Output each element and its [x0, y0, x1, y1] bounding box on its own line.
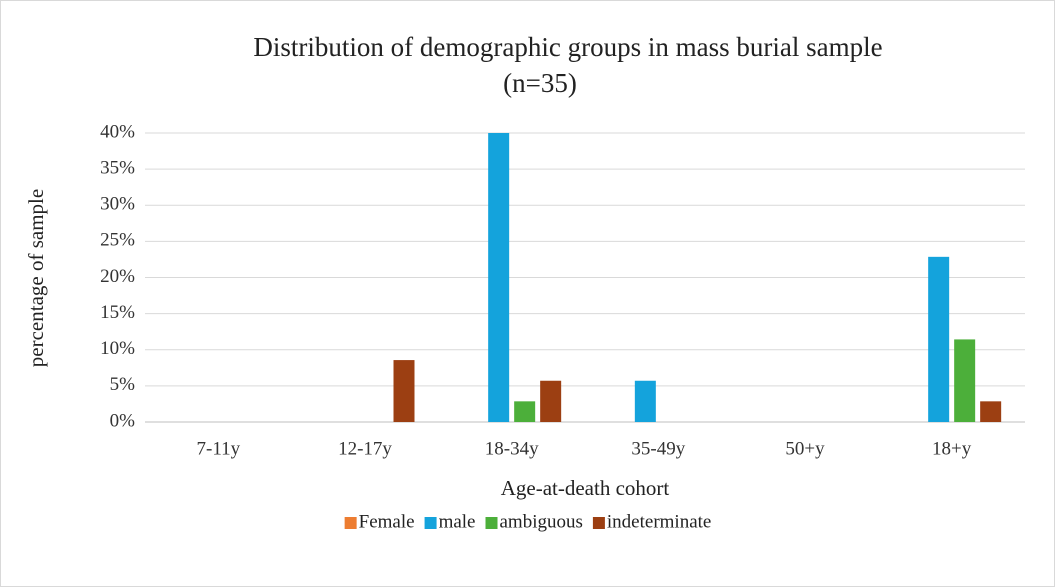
legend-label: Female — [359, 511, 415, 532]
legend-swatch — [592, 517, 605, 529]
legend-label: indeterminate — [607, 511, 711, 532]
legend-label: male — [439, 511, 476, 532]
bar — [980, 401, 1002, 422]
legend-label: ambiguous — [500, 511, 583, 532]
x-tick-label: 18-34y — [485, 438, 539, 459]
y-tick-label: 40% — [100, 121, 135, 142]
legend-swatch — [485, 517, 498, 529]
x-tick-label: 12-17y — [338, 438, 392, 459]
bar — [634, 380, 656, 422]
y-tick-label: 5% — [110, 374, 136, 395]
x-tick-label: 18+y — [932, 438, 972, 459]
x-tick-label: 35-49y — [631, 438, 685, 459]
chart-title: (n=35) — [503, 68, 577, 98]
bar — [954, 339, 976, 422]
chart-title: Distribution of demographic groups in ma… — [253, 32, 882, 62]
y-tick-label: 25% — [100, 230, 135, 251]
legend-swatch — [424, 517, 437, 529]
bar — [928, 256, 950, 422]
y-axis-title: percentage of sample — [24, 189, 48, 367]
bar — [540, 380, 562, 422]
y-tick-label: 35% — [100, 157, 135, 178]
bar — [393, 360, 415, 422]
y-tick-label: 20% — [100, 266, 135, 287]
y-tick-label: 0% — [110, 410, 136, 431]
y-tick-label: 10% — [100, 338, 135, 359]
x-axis-title: Age-at-death cohort — [501, 476, 670, 500]
bar — [514, 401, 536, 422]
bar — [488, 133, 510, 422]
y-tick-label: 15% — [100, 302, 135, 323]
x-tick-label: 7-11y — [197, 438, 241, 459]
x-tick-label: 50+y — [785, 438, 825, 459]
legend-swatch — [344, 517, 357, 529]
y-tick-label: 30% — [100, 194, 135, 215]
